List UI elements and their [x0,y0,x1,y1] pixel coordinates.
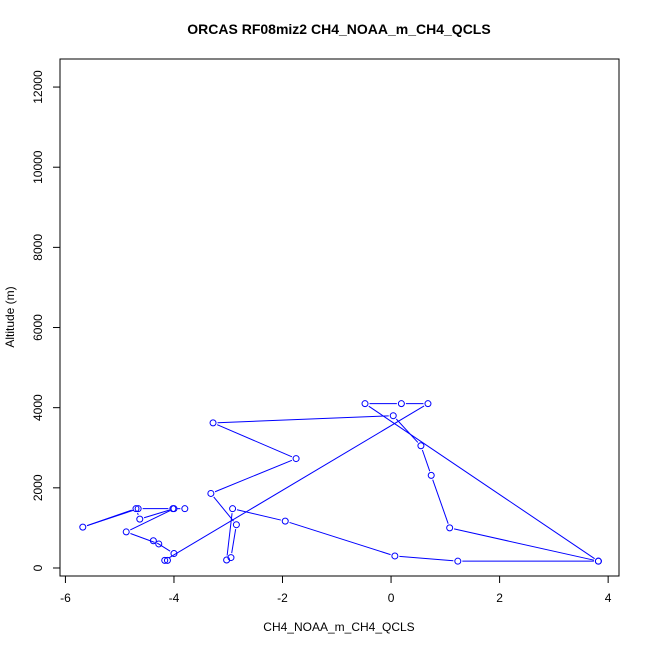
y-axis: 0 2000 4000 6000 8000 10000 12000 [31,70,61,571]
y-tick-label: 0 [31,564,45,571]
data-point [161,556,169,564]
series-segment [213,496,234,522]
data-point [391,552,399,560]
data-point [207,489,215,497]
data-point [281,517,289,525]
data-point [446,524,454,532]
series-segment [86,509,135,527]
series-segment [156,542,171,552]
y-axis-label: Altitude (m) [3,286,17,347]
x-tick-label: 0 [388,591,395,605]
y-tick-label: 12000 [31,70,45,104]
data-point [229,505,237,513]
series-segment [368,405,595,560]
series-segment [421,449,431,472]
series-segment [143,509,170,519]
data-point [232,521,240,529]
data-point [454,557,462,565]
series-segment [217,415,389,424]
data-point [79,523,87,531]
data-point [134,505,142,513]
series-segment [453,528,595,561]
data-point [397,400,405,408]
series-segment [432,479,449,524]
data-point [149,537,157,545]
data-point [417,442,425,450]
series-segment [399,555,454,562]
chart-title: ORCAS RF08miz2 CH4_NOAA_m_CH4_QCLS [187,21,490,37]
data-point [424,400,432,408]
series-segment [395,418,419,443]
series-segment [226,513,233,556]
series-segment [214,459,293,493]
x-tick-label: -4 [169,591,180,605]
y-tick-label: 4000 [31,394,45,421]
series-segment [168,405,425,559]
y-tick-label: 10000 [31,150,45,184]
series-segment [130,510,171,531]
x-tick-label: -6 [60,591,71,605]
plot-area [59,58,620,577]
data-point [594,557,602,565]
data-point [209,419,217,427]
y-tick-label: 6000 [31,314,45,341]
data-point [361,400,369,408]
x-tick-label: -2 [277,591,288,605]
data-point [427,471,435,479]
series-segment [130,533,155,543]
y-tick-label: 2000 [31,474,45,501]
data-point [389,412,397,420]
series-segment [289,521,391,556]
series-points [79,400,602,565]
data-point [163,556,171,564]
series-segment [236,509,281,521]
x-tick-label: 4 [605,591,612,605]
x-axis: -6 -4 -2 0 2 4 [60,575,612,605]
series-segment [137,512,139,516]
y-tick-label: 8000 [31,234,45,261]
data-point [169,505,177,513]
data-point [170,550,178,558]
data-point [155,540,163,548]
data-point [227,554,235,562]
x-axis-label: CH4_NOAA_m_CH4_QCLS [263,620,414,634]
series-segment [216,424,293,458]
data-point [181,505,189,513]
data-point [292,455,300,463]
series-segment [231,529,237,554]
data-point [136,515,144,523]
data-point [132,505,140,513]
data-point [122,528,130,536]
series-line [86,403,595,562]
x-tick-label: 2 [496,591,503,605]
